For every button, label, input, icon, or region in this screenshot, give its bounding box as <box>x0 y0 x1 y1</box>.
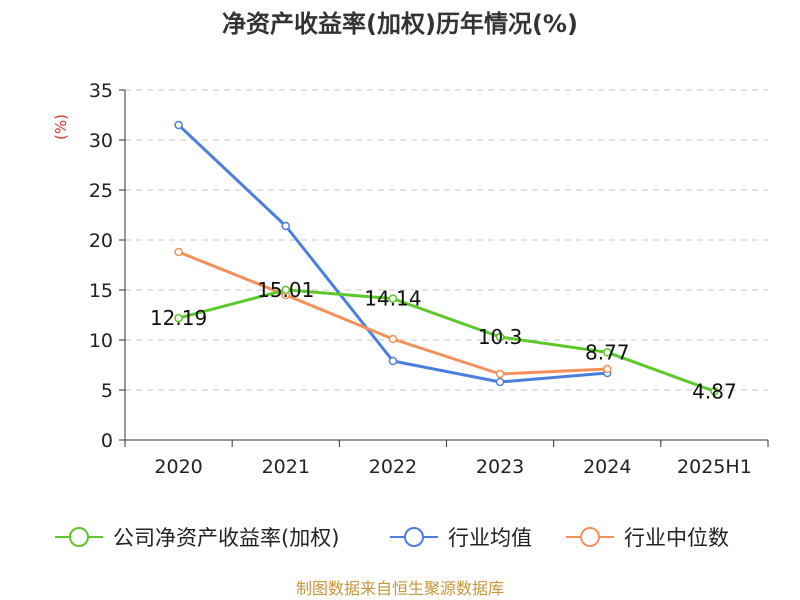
legend-swatch-marker <box>405 528 423 546</box>
data-label-2021: 15.01 <box>257 278 314 302</box>
chart-title: 净资产收益率(加权)历年情况(%) <box>222 10 578 38</box>
x-tick-label-2023: 2023 <box>476 456 524 478</box>
legend-item-0[interactable]: 公司净资产收益率(加权) <box>55 526 339 550</box>
y-tick-label-20: 20 <box>89 230 113 252</box>
series-line-0 <box>179 290 715 391</box>
y-tick-label-5: 5 <box>101 380 113 402</box>
legend-swatch-marker <box>581 528 599 546</box>
data-label-2024: 8.77 <box>585 340 630 364</box>
y-axis-unit-label: (%) <box>52 114 70 140</box>
y-tick-label-30: 30 <box>89 130 113 152</box>
gridlines <box>125 90 768 390</box>
data-label-2023: 10.3 <box>478 325 523 349</box>
data-label-2022: 14.14 <box>364 287 421 311</box>
x-tick-label-2022: 2022 <box>369 456 417 478</box>
y-tick-label-15: 15 <box>89 280 113 302</box>
legend-label: 行业中位数 <box>624 526 729 550</box>
x-tick-label-2020: 2020 <box>154 456 202 478</box>
point-s2-2024 <box>604 366 611 373</box>
y-tick-label-0: 0 <box>101 430 113 452</box>
legend-item-1[interactable]: 行业均值 <box>390 526 532 550</box>
legend-label: 行业均值 <box>448 526 532 550</box>
x-tick-label-2021: 2021 <box>262 456 310 478</box>
point-s2-2022 <box>389 336 396 343</box>
point-s1-2023 <box>497 379 504 386</box>
y-tick-label-10: 10 <box>89 330 113 352</box>
legend[interactable]: 公司净资产收益率(加权) 行业均值 行业中位数 <box>55 526 729 550</box>
point-s1-2020 <box>175 122 182 129</box>
y-tick-label-25: 25 <box>89 180 113 202</box>
roe-line-chart: 净资产收益率(加权)历年情况(%) (%) 0 5 10 15 20 25 30 35 2020… <box>0 0 800 600</box>
x-tick-label-2025H1: 2025H1 <box>677 456 752 478</box>
x-tick-label-2024: 2024 <box>583 456 631 478</box>
point-s2-2023 <box>497 371 504 378</box>
legend-label: 公司净资产收益率(加权) <box>113 526 339 550</box>
series-lines <box>175 122 718 395</box>
legend-swatch-marker <box>70 528 88 546</box>
data-labels: 12.19 15.01 14.14 10.3 8.77 4.87 <box>150 278 737 403</box>
legend-item-2[interactable]: 行业中位数 <box>566 526 729 550</box>
point-s1-2021 <box>282 223 289 230</box>
source-note: 制图数据来自恒生聚源数据库 <box>296 579 504 598</box>
data-label-2020: 12.19 <box>150 306 207 330</box>
point-s2-2020 <box>175 249 182 256</box>
point-s1-2022 <box>389 358 396 365</box>
data-label-2025H1: 4.87 <box>692 379 737 403</box>
y-tick-label-35: 35 <box>89 80 113 102</box>
series-line-2 <box>179 252 608 374</box>
